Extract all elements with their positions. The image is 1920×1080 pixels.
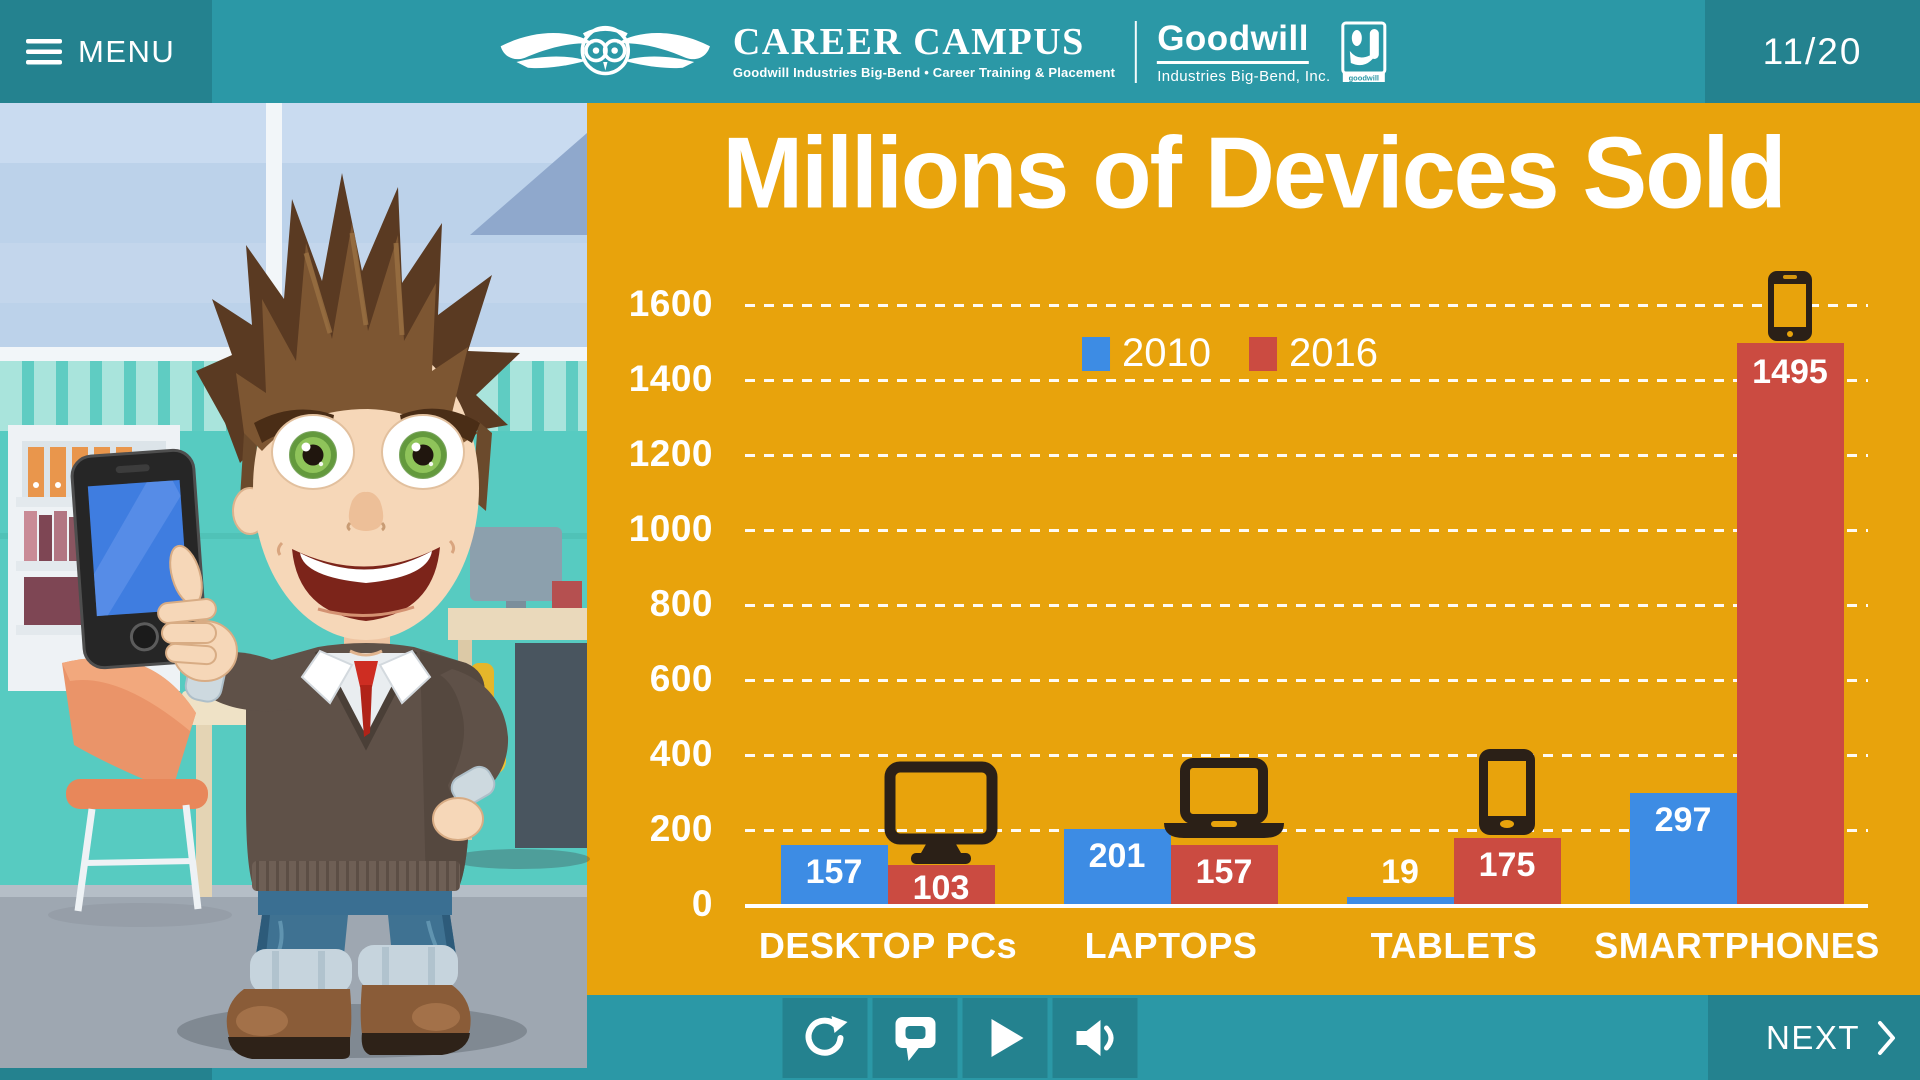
speech-bubble-icon xyxy=(895,1017,935,1061)
next-button[interactable]: NEXT xyxy=(1708,995,1920,1080)
gridline-1600 xyxy=(745,304,1868,307)
page-counter: 11/20 xyxy=(1705,0,1920,103)
bar-tablets-2010 xyxy=(1347,897,1454,904)
desktop-monitor-icon xyxy=(884,761,998,864)
bar-smartphones-2016 xyxy=(1737,343,1844,904)
ytick-1200: 1200 xyxy=(628,433,713,474)
ytick-1400: 1400 xyxy=(628,358,713,399)
bar-value-tablets-2010: 19 xyxy=(1381,853,1419,891)
stage: Millions of Devices Sold 2010 2016 xyxy=(0,103,1920,1068)
character-holding-smartphone xyxy=(0,103,590,1068)
category-label-smartphones: SMARTPHONES xyxy=(1594,925,1880,966)
gridline-1000 xyxy=(745,529,1868,532)
page-counter-value: 11/20 xyxy=(1762,30,1863,72)
ytick-1000: 1000 xyxy=(628,508,713,549)
brand-logo: CAREER CAMPUS Goodwill Industries Big-Be… xyxy=(498,0,1387,103)
brand-divider xyxy=(1135,20,1138,83)
replay-button[interactable] xyxy=(782,998,868,1078)
category-label-laptops: LAPTOPS xyxy=(1084,925,1258,966)
play-button[interactable] xyxy=(962,998,1048,1078)
play-icon xyxy=(991,1019,1023,1057)
category-label-desktop-pcs: DESKTOP PCs xyxy=(758,925,1018,966)
ytick-600: 600 xyxy=(649,658,713,699)
menu-label: MENU xyxy=(78,33,176,69)
next-label: NEXT xyxy=(1765,1018,1860,1056)
goodwill-logo: Goodwill Industries Big-Bend, Inc. goodw… xyxy=(1157,19,1387,85)
gridline-600 xyxy=(745,679,1868,682)
ytick-200: 200 xyxy=(649,808,713,849)
tablet-icon xyxy=(1479,749,1535,835)
legend-item-2010: 2010 xyxy=(1082,331,1211,376)
gridline-1400 xyxy=(745,379,1868,382)
ytick-400: 400 xyxy=(649,733,713,774)
laptop-icon xyxy=(1164,758,1284,838)
top-bar: MENU CAREER CAMPUS Goodwill Industries B… xyxy=(0,0,1920,103)
bar-value-smartphones-2016: 1495 xyxy=(1752,353,1828,391)
career-campus-subtitle: Goodwill Industries Big-Bend • Career Tr… xyxy=(732,65,1116,80)
gridline-200 xyxy=(745,829,1868,832)
legend-swatch-2016 xyxy=(1249,336,1277,371)
ytick-0: 0 xyxy=(691,883,713,924)
chart-title: Millions of Devices Sold xyxy=(722,115,1786,230)
category-label-tablets: TABLETS xyxy=(1370,925,1538,966)
bar-desktop-2010 xyxy=(781,845,888,904)
bar-value-desktop-2016: 103 xyxy=(912,869,970,907)
gridline-1200 xyxy=(745,454,1868,457)
speaker-icon xyxy=(1076,1020,1113,1056)
chart-panel: Millions of Devices Sold 2010 2016 xyxy=(587,103,1920,995)
bar-value-desktop-2010: 157 xyxy=(805,853,863,891)
chart-legend: 2010 2016 xyxy=(1082,331,1378,376)
smartphone-icon xyxy=(1768,271,1812,341)
bar-desktop-2016 xyxy=(888,865,995,904)
x-axis-baseline xyxy=(745,904,1868,908)
goodwill-smiling-g-icon: goodwill xyxy=(1341,21,1387,82)
owl-logo-icon xyxy=(500,25,710,75)
replay-icon xyxy=(805,1016,847,1056)
hamburger-icon xyxy=(26,38,62,64)
career-campus-title: CAREER CAMPUS xyxy=(732,21,1085,63)
ytick-800: 800 xyxy=(649,583,713,624)
goodwill-subtitle: Industries Big-Bend, Inc. xyxy=(1157,67,1331,85)
legend-item-2016: 2016 xyxy=(1249,331,1378,376)
bar-value-laptops-2010: 201 xyxy=(1088,837,1146,875)
bar-tablets-2016 xyxy=(1454,838,1561,904)
player-controls xyxy=(782,998,1138,1078)
svg-text:goodwill: goodwill xyxy=(1348,73,1378,82)
gridline-400 xyxy=(745,754,1868,757)
captions-button[interactable] xyxy=(872,998,958,1078)
office-scene-illustration xyxy=(0,103,590,1068)
bar-smartphones-2010 xyxy=(1630,793,1737,904)
bar-laptops-2010 xyxy=(1064,829,1171,904)
goodwill-title: Goodwill xyxy=(1157,19,1309,64)
bar-laptops-2016 xyxy=(1171,845,1278,904)
volume-button[interactable] xyxy=(1052,998,1138,1078)
bar-value-tablets-2016: 175 xyxy=(1478,846,1536,884)
bar-value-laptops-2016: 157 xyxy=(1195,853,1253,891)
gridline-800 xyxy=(745,604,1868,607)
chevron-right-icon xyxy=(1878,1020,1895,1055)
legend-label-2016: 2016 xyxy=(1289,331,1378,375)
bar-value-smartphones-2010: 297 xyxy=(1654,801,1712,839)
ytick-1600: 1600 xyxy=(628,283,713,324)
legend-swatch-2010 xyxy=(1082,336,1111,371)
career-campus-wordmark: CAREER CAMPUS Goodwill Industries Big-Be… xyxy=(733,23,1115,80)
legend-label-2010: 2010 xyxy=(1122,331,1211,375)
menu-button[interactable]: MENU xyxy=(0,0,212,103)
